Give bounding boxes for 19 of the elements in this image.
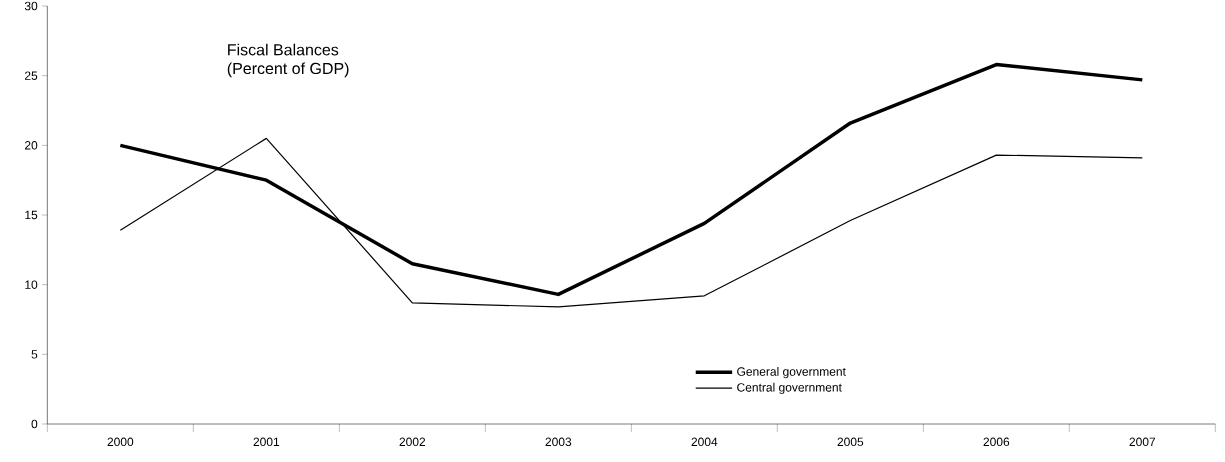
x-tick-label: 2001 (253, 437, 280, 447)
x-tick-label: 2006 (983, 437, 1010, 447)
x-tick-label: 2005 (837, 437, 864, 447)
text: (Percent of GDP) (227, 62, 349, 78)
y-tick-label: 0 (31, 419, 38, 429)
y-tick-label: 30 (24, 1, 38, 11)
x-tick-label: 2002 (399, 437, 426, 447)
legend-label: General government (737, 366, 846, 379)
text: Fiscal Balances (228, 43, 339, 56)
x-tick-label: 2004 (691, 437, 718, 447)
y-tick-label: 15 (25, 210, 38, 220)
x-tick-label: 2003 (545, 437, 572, 447)
legend-label: Central government (737, 382, 842, 395)
x-tick-label: 2007 (1129, 437, 1156, 447)
y-tick-label: 5 (31, 350, 38, 359)
y-tick-label: 25 (25, 71, 38, 80)
x-tick-label: 2000 (107, 437, 134, 447)
y-tick-label: 10 (25, 280, 38, 289)
y-tick-label: 20 (25, 141, 38, 150)
